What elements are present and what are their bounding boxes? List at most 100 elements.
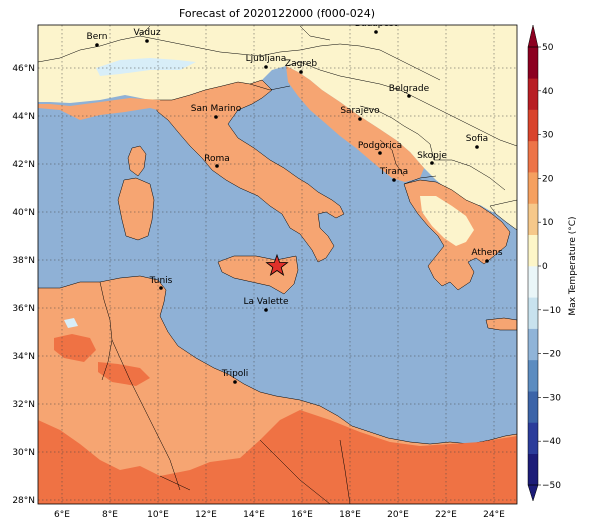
crete-land (485, 317, 517, 331)
y-tick-label: 32°N (12, 400, 35, 410)
x-tick-label: 12°E (195, 510, 217, 520)
colorbar-band (528, 328, 538, 361)
colorbar-tick-label: 30 (542, 131, 554, 141)
city-label: Skopje (417, 151, 447, 161)
city-label: La Valette (244, 297, 289, 307)
colorbar-band (528, 109, 538, 142)
city-dot (264, 308, 268, 312)
x-tick-label: 6°E (54, 510, 70, 520)
hot-zone-libya (98, 362, 150, 386)
city-dot (430, 161, 434, 165)
colorbar-tick-label: −40 (542, 437, 561, 447)
city-label: Belgrade (389, 84, 430, 94)
colorbar-band (528, 47, 538, 79)
city-dot (378, 151, 382, 155)
balkan-coast-land (286, 66, 424, 182)
city-dot (159, 286, 163, 290)
italy-land (149, 79, 345, 263)
colorbar-tick-label: 0 (542, 262, 548, 272)
city-dot (407, 94, 411, 98)
city-dot (264, 65, 268, 69)
colorbar-band (528, 140, 538, 173)
x-tick-label: 16°E (291, 510, 313, 520)
x-tick-label: 8°E (102, 510, 118, 520)
x-tick-label: 20°E (387, 510, 409, 520)
greece-highland (420, 196, 474, 246)
corsica-land (127, 145, 147, 177)
colorbar: −50 −40 −30 −20 −10 0 10 20 30 40 50 (527, 24, 561, 502)
snow-patch (64, 318, 78, 328)
hot-zone-tunisia (54, 334, 96, 362)
colorbar-tick-label: 40 (542, 87, 554, 97)
x-tick-label: 14°E (243, 510, 265, 520)
cold-land-region (38, 25, 517, 212)
sardinia-land (117, 177, 155, 241)
colorbar-tick-label: 10 (542, 218, 554, 228)
x-tick-label: 24°E (483, 510, 505, 520)
city-dot (299, 70, 303, 74)
y-tick-label: 46°N (12, 64, 35, 74)
colorbar-extend-top (527, 24, 539, 48)
po-valley-land (38, 98, 165, 120)
x-tick-label: 10°E (147, 510, 169, 520)
y-tick-label: 42°N (12, 160, 35, 170)
colorbar-band (528, 297, 538, 329)
city-label: Athens (471, 248, 502, 258)
snow-patch (96, 58, 196, 76)
x-tick-label: 18°E (339, 510, 361, 520)
x-tick-label: 22°E (435, 510, 457, 520)
city-label: Zagreb (285, 59, 317, 69)
city-dot (95, 43, 99, 47)
colorbar-band (528, 453, 538, 486)
map-area: Bern Vaduz Budapest Ljubljana Zagreb Bel… (38, 25, 517, 504)
city-label: San Marino (191, 104, 242, 114)
colorbar-band (528, 234, 538, 267)
star-icon (265, 253, 289, 276)
colorbar-tick-label: 20 (542, 174, 554, 184)
colorbar-tick-label: −20 (542, 350, 561, 360)
y-tick-label: 28°N (12, 496, 35, 506)
city-label: Bern (87, 32, 108, 42)
colorbar-band (528, 78, 538, 110)
city-label: Tripoli (221, 369, 249, 379)
city-markers: Bern Vaduz Budapest Ljubljana Zagreb Bel… (87, 25, 503, 384)
city-label: Ljubljana (246, 54, 287, 64)
city-dot (214, 115, 218, 119)
city-dot (374, 30, 378, 34)
colorbar-band (528, 266, 538, 298)
colorbar-label: Max Temperature (°C) (568, 216, 578, 315)
y-tick-label: 38°N (12, 256, 35, 266)
colorbar-band (528, 391, 538, 423)
colorbar-tick-label: −10 (542, 306, 561, 316)
city-label: Sofia (466, 134, 488, 144)
city-label: Vaduz (133, 28, 160, 38)
y-tick-label: 34°N (12, 352, 35, 362)
colorbar-band (528, 359, 538, 392)
city-dot (215, 164, 219, 168)
colorbar-band (528, 172, 538, 204)
colorbar-extend-bottom (527, 484, 539, 502)
city-label: Tunis (149, 276, 173, 286)
city-label: Sarajevo (340, 106, 380, 116)
turkey-land (489, 199, 517, 231)
x-axis-ticks: 6°E 8°E 10°E 12°E 14°E 16°E 18°E 20°E 22… (54, 510, 505, 520)
city-dot (392, 178, 396, 182)
city-label: Podgorica (358, 141, 402, 151)
city-label: Roma (204, 154, 230, 164)
y-tick-label: 44°N (12, 112, 35, 122)
y-axis-ticks: 28°N 30°N 32°N 34°N 36°N 38°N 40°N 42°N … (12, 64, 35, 506)
colorbar-band (528, 422, 538, 455)
y-tick-label: 30°N (12, 448, 35, 458)
hot-zone-south (38, 410, 517, 504)
city-dot (233, 380, 237, 384)
city-dot (145, 39, 149, 43)
city-dot (475, 145, 479, 149)
country-borders (38, 25, 517, 504)
figure-title: Forecast of 2020122000 (f000-024) (179, 7, 375, 20)
city-label: Tirana (379, 167, 408, 177)
map-frame (37, 24, 518, 505)
colorbar-tick-label: −30 (542, 393, 561, 403)
city-dot (485, 259, 489, 263)
city-dot (358, 117, 362, 121)
